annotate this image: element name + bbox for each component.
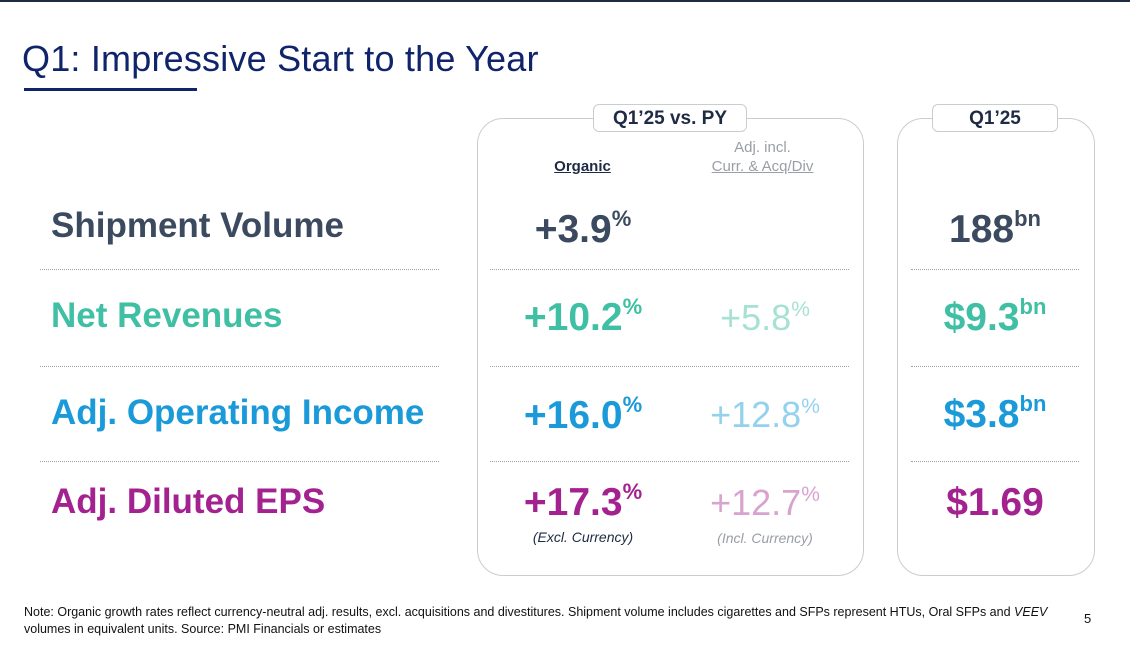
eps-adjusted-unit: % bbox=[801, 483, 820, 506]
operating-income-q1-unit: bn bbox=[1019, 391, 1047, 416]
row-label-adj-diluted-eps: Adj. Diluted EPS bbox=[51, 482, 326, 521]
q1-panel bbox=[897, 118, 1095, 576]
operating-income-organic-unit: % bbox=[622, 392, 643, 417]
shipment-volume-organic-unit: % bbox=[611, 206, 632, 231]
eps-organic-unit: % bbox=[622, 479, 643, 504]
net-revenues-q1-value: $9.3bn bbox=[905, 296, 1085, 340]
row-divider bbox=[911, 461, 1079, 462]
net-revenues-adjusted-number: +5.8 bbox=[720, 297, 792, 338]
net-revenues-adjusted-value: +5.8% bbox=[680, 297, 850, 339]
page-number: 5 bbox=[1084, 611, 1092, 626]
row-divider bbox=[40, 366, 439, 367]
row-divider bbox=[490, 366, 849, 367]
comparison-panel-tab: Q1’25 vs. PY bbox=[593, 104, 747, 132]
organic-column-label: Organic bbox=[554, 158, 611, 175]
shipment-volume-q1-value: 188bn bbox=[905, 208, 1085, 252]
net-revenues-organic-number: +10.2 bbox=[523, 296, 623, 339]
top-rule bbox=[0, 0, 1130, 2]
adjusted-column-label-line2: Curr. & Acq/Div bbox=[711, 158, 814, 175]
row-label-adj-operating-income: Adj. Operating Income bbox=[51, 393, 425, 432]
organic-column-header: Organic bbox=[520, 158, 645, 175]
row-divider bbox=[490, 461, 849, 462]
footnote-text-part1: Note: Organic growth rates reflect curre… bbox=[24, 605, 1015, 619]
shipment-volume-q1-unit: bn bbox=[1014, 206, 1041, 231]
comparison-panel bbox=[477, 118, 864, 576]
eps-adjusted-value: +12.7% bbox=[680, 482, 850, 524]
operating-income-q1-number: $3.8 bbox=[943, 393, 1020, 436]
eps-organic-number: +17.3 bbox=[523, 481, 623, 524]
footnote-text-part2: volumes in equivalent units. Source: PMI… bbox=[24, 622, 382, 636]
eps-adjusted-number: +12.7 bbox=[710, 482, 802, 523]
row-divider bbox=[490, 269, 849, 270]
shipment-volume-organic-number: +3.9 bbox=[534, 208, 612, 251]
eps-organic-note: (Excl. Currency) bbox=[532, 529, 634, 545]
page-title: Q1: Impressive Start to the Year bbox=[22, 38, 539, 79]
row-divider bbox=[911, 269, 1079, 270]
row-divider bbox=[911, 366, 1079, 367]
operating-income-adjusted-unit: % bbox=[801, 395, 820, 418]
net-revenues-q1-unit: bn bbox=[1019, 294, 1047, 319]
footnote-veev: VEEV bbox=[1014, 605, 1048, 619]
adjusted-column-header: Adj. incl. Curr. & Acq/Div bbox=[690, 138, 835, 176]
shipment-volume-organic-value: +3.9% bbox=[498, 208, 668, 252]
eps-organic-value: +17.3% bbox=[498, 481, 668, 525]
net-revenues-q1-number: $9.3 bbox=[943, 296, 1020, 339]
operating-income-organic-value: +16.0% bbox=[498, 394, 668, 438]
eps-adjusted-note: (Incl. Currency) bbox=[717, 530, 813, 546]
footnote: Note: Organic growth rates reflect curre… bbox=[24, 604, 1059, 638]
net-revenues-organic-value: +10.2% bbox=[498, 296, 668, 340]
operating-income-adjusted-value: +12.8% bbox=[680, 394, 850, 436]
row-divider bbox=[40, 461, 439, 462]
eps-q1-number: $1.69 bbox=[946, 481, 1044, 524]
row-label-net-revenues: Net Revenues bbox=[51, 296, 283, 335]
net-revenues-organic-unit: % bbox=[622, 294, 643, 319]
title-underline bbox=[24, 88, 197, 91]
row-label-shipment-volume: Shipment Volume bbox=[51, 206, 344, 245]
row-divider bbox=[40, 269, 439, 270]
operating-income-q1-value: $3.8bn bbox=[905, 393, 1085, 437]
q1-panel-tab: Q1’25 bbox=[932, 104, 1058, 132]
net-revenues-adjusted-unit: % bbox=[791, 298, 810, 321]
shipment-volume-q1-number: 188 bbox=[949, 208, 1015, 251]
operating-income-organic-number: +16.0 bbox=[523, 394, 623, 437]
operating-income-adjusted-number: +12.8 bbox=[710, 394, 802, 435]
adjusted-column-label-line1: Adj. incl. bbox=[734, 139, 791, 156]
eps-q1-value: $1.69 bbox=[905, 481, 1085, 525]
